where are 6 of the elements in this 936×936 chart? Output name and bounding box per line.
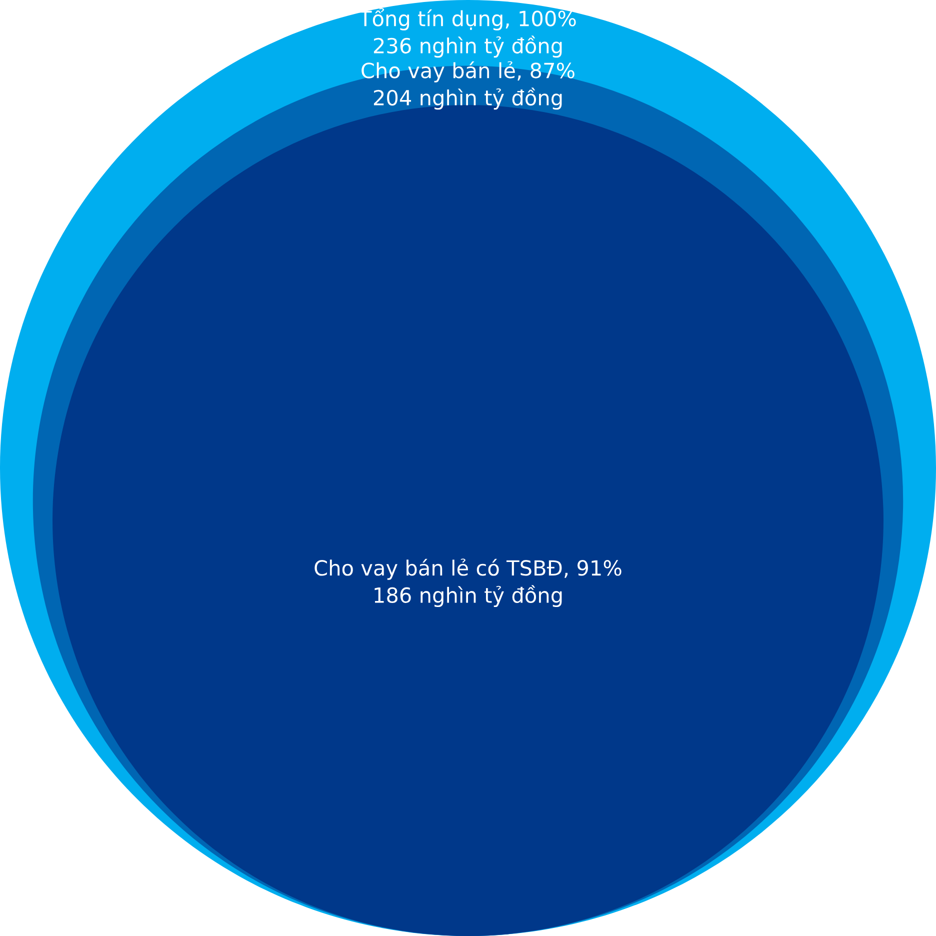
data-label: 186 nghìn tỷ đồng [374,585,562,608]
category-label: Cho vay bán lẻ có TSBĐ, 91% [314,558,622,580]
data-label: 236 nghìn tỷ đồng [374,36,562,58]
category-label: Tổng tín dụng, 100% [358,8,576,30]
category-label: Cho vay bán lẻ, 87% [362,61,574,82]
data-label: 204 nghìn tỷ đồng [374,88,562,110]
